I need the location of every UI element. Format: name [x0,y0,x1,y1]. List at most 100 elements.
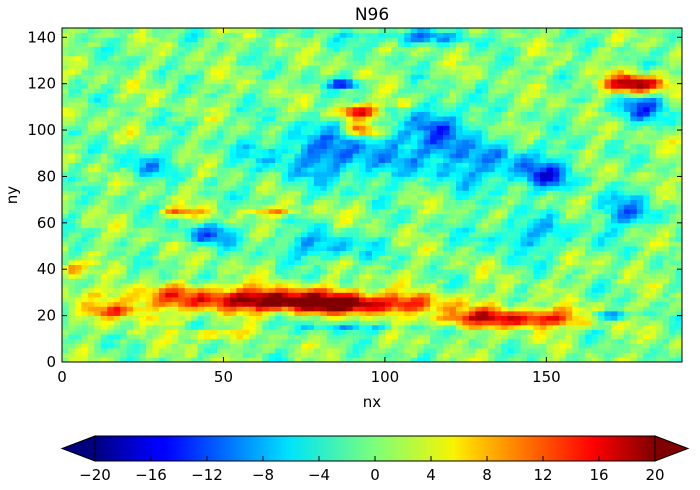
heatmap-cell [494,208,502,214]
heatmap-cell [443,222,450,228]
heatmap-cell [197,148,205,154]
heatmap-cell [249,227,257,233]
heatmap-cell [217,278,224,284]
heatmap-cell [643,162,651,168]
heatmap-cell [229,246,237,252]
heatmap-cell [669,315,676,321]
heatmap-cell [443,167,450,173]
heatmap-cell [126,287,134,293]
heatmap-cell [604,157,612,163]
heatmap-cell [384,222,392,228]
heatmap-cell [662,352,670,358]
heatmap-cell [610,190,618,196]
heatmap-cell [249,250,257,256]
heatmap-cell [617,338,625,344]
heatmap-cell [527,343,534,349]
heatmap-cell [62,222,69,228]
heatmap-cell [326,148,334,154]
heatmap-cell [68,357,76,362]
heatmap-cell [139,157,147,163]
heatmap-cell [391,232,399,238]
heatmap-cell [236,190,244,196]
heatmap-cell [100,195,108,201]
heatmap-cell [643,241,651,247]
heatmap-cell [145,250,153,256]
heatmap-cell [120,310,127,317]
heatmap-cell [178,148,186,154]
heatmap-cell [610,204,618,210]
heatmap-cell [288,222,295,228]
heatmap-cell [120,255,127,261]
heatmap-cell [572,269,580,275]
heatmap-cell [623,167,631,173]
heatmap-cell [62,278,69,284]
heatmap-cell [294,222,302,228]
heatmap-cell [462,208,470,214]
heatmap-cell [300,143,308,150]
heatmap-cell [158,297,166,303]
heatmap-cell [675,320,682,326]
heatmap-cell [107,287,115,293]
heatmap-cell [404,148,412,154]
heatmap-cell [585,199,592,205]
heatmap-cell [165,130,173,136]
heatmap-cell [210,148,218,154]
heatmap-cell [229,306,237,312]
heatmap-cell [565,222,573,228]
heatmap-cell [152,162,160,168]
heatmap-cell [313,348,321,354]
heatmap-cell [255,181,263,187]
heatmap-cell [468,264,476,270]
heatmap-cell [68,130,76,136]
heatmap-cell [139,287,147,293]
heatmap-cell [197,287,205,293]
heatmap-cell [133,204,140,210]
heatmap-cell [430,334,437,340]
heatmap-cell [178,204,186,210]
heatmap-cell [320,320,328,326]
heatmap-cell [384,329,392,335]
heatmap-cell [552,273,560,279]
heatmap-cell [514,273,521,279]
heatmap-cell [481,120,489,126]
heatmap-cell [326,357,334,362]
heatmap-cell [171,310,179,317]
heatmap-cell [391,310,399,317]
heatmap-cell [326,190,334,196]
heatmap-cell [462,130,470,136]
heatmap-cell [288,153,295,159]
heatmap-cell [494,148,502,154]
heatmap-cell [404,125,412,131]
heatmap-cell [255,236,263,242]
heatmap-cell [410,329,418,335]
heatmap-cell [320,264,328,270]
heatmap-cell [107,264,115,270]
heatmap-cell [468,301,476,307]
heatmap-cell [152,278,160,284]
heatmap-cell [313,338,321,344]
heatmap-cell [669,208,676,214]
heatmap-cell [352,162,360,168]
heatmap-cell [675,315,682,321]
heatmap-cell [262,130,270,136]
heatmap-cell [107,338,115,344]
heatmap-cell [158,292,166,298]
heatmap-cell [623,334,631,340]
heatmap-cell [462,199,470,205]
heatmap-cell [339,218,347,224]
heatmap-cell [475,334,483,340]
heatmap-cell [430,157,437,163]
heatmap-cell [384,338,392,344]
heatmap-cell [352,283,360,289]
heatmap-cell [313,195,321,201]
heatmap-cell [68,176,76,182]
heatmap-cell [488,269,496,275]
heatmap-cell [126,134,134,140]
heatmap-cell [623,241,631,247]
heatmap-cell [300,320,308,326]
heatmap-cell [81,287,89,293]
heatmap-cell [552,292,560,298]
heatmap-cell [527,250,534,256]
heatmap-cell [578,264,586,270]
heatmap-cell [87,120,95,126]
